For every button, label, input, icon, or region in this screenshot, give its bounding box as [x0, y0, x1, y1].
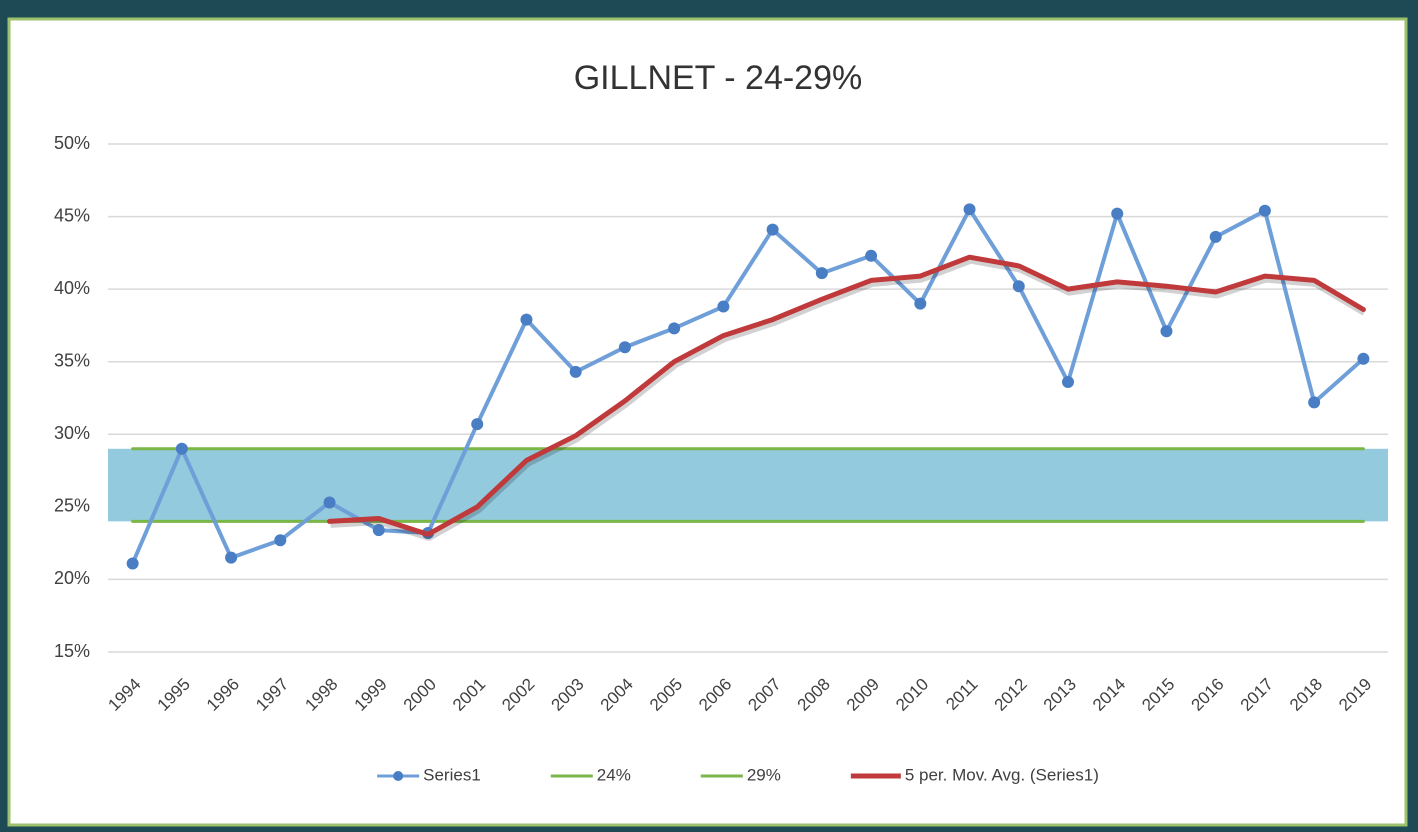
marker — [372, 524, 385, 537]
marker — [815, 267, 828, 280]
band — [108, 448, 1388, 522]
chart-title: GILLNET - 24-29% — [574, 59, 863, 97]
y-tick-label: 30% — [54, 423, 90, 443]
marker — [1012, 280, 1025, 293]
marker — [471, 418, 484, 431]
legend: Series1 24% 29% 5 per. Mov. Avg. (Series1) — [377, 765, 1099, 784]
marker — [963, 203, 976, 216]
marker — [175, 442, 188, 455]
marker — [323, 496, 336, 509]
legend-label: 29% — [747, 765, 781, 784]
marker — [1258, 204, 1271, 217]
y-tick-label: 20% — [54, 568, 90, 588]
marker — [1357, 352, 1370, 365]
marker — [1308, 396, 1321, 409]
marker — [569, 365, 582, 378]
marker — [1062, 376, 1074, 389]
marker — [126, 557, 139, 570]
chart-panel — [7, 17, 1408, 827]
legend-label: Series1 — [423, 765, 481, 784]
marker — [865, 249, 878, 262]
marker — [766, 223, 779, 236]
line-shadow — [330, 256, 1367, 541]
marker — [914, 297, 927, 310]
y-tick-label: 40% — [54, 278, 90, 298]
legend-label: 24% — [597, 765, 631, 784]
marker — [274, 534, 287, 547]
series-line — [327, 254, 1366, 537]
y-tick-label: 35% — [54, 350, 90, 370]
y-tick-label: 25% — [54, 496, 90, 516]
marker — [717, 300, 730, 313]
marker — [225, 551, 238, 564]
marker — [1160, 325, 1173, 338]
y-tick-label: 50% — [54, 133, 90, 153]
marker — [1111, 207, 1124, 220]
y-tick-label: 45% — [54, 205, 90, 225]
marker — [668, 322, 681, 335]
legend-marker — [393, 771, 404, 781]
legend-label: 5 per. Mov. Avg. (Series1) — [905, 765, 1099, 784]
marker — [1209, 230, 1222, 243]
y-tick-label: 15% — [54, 641, 90, 661]
series-line — [130, 207, 1366, 566]
marker — [520, 313, 533, 326]
marker — [618, 341, 631, 354]
